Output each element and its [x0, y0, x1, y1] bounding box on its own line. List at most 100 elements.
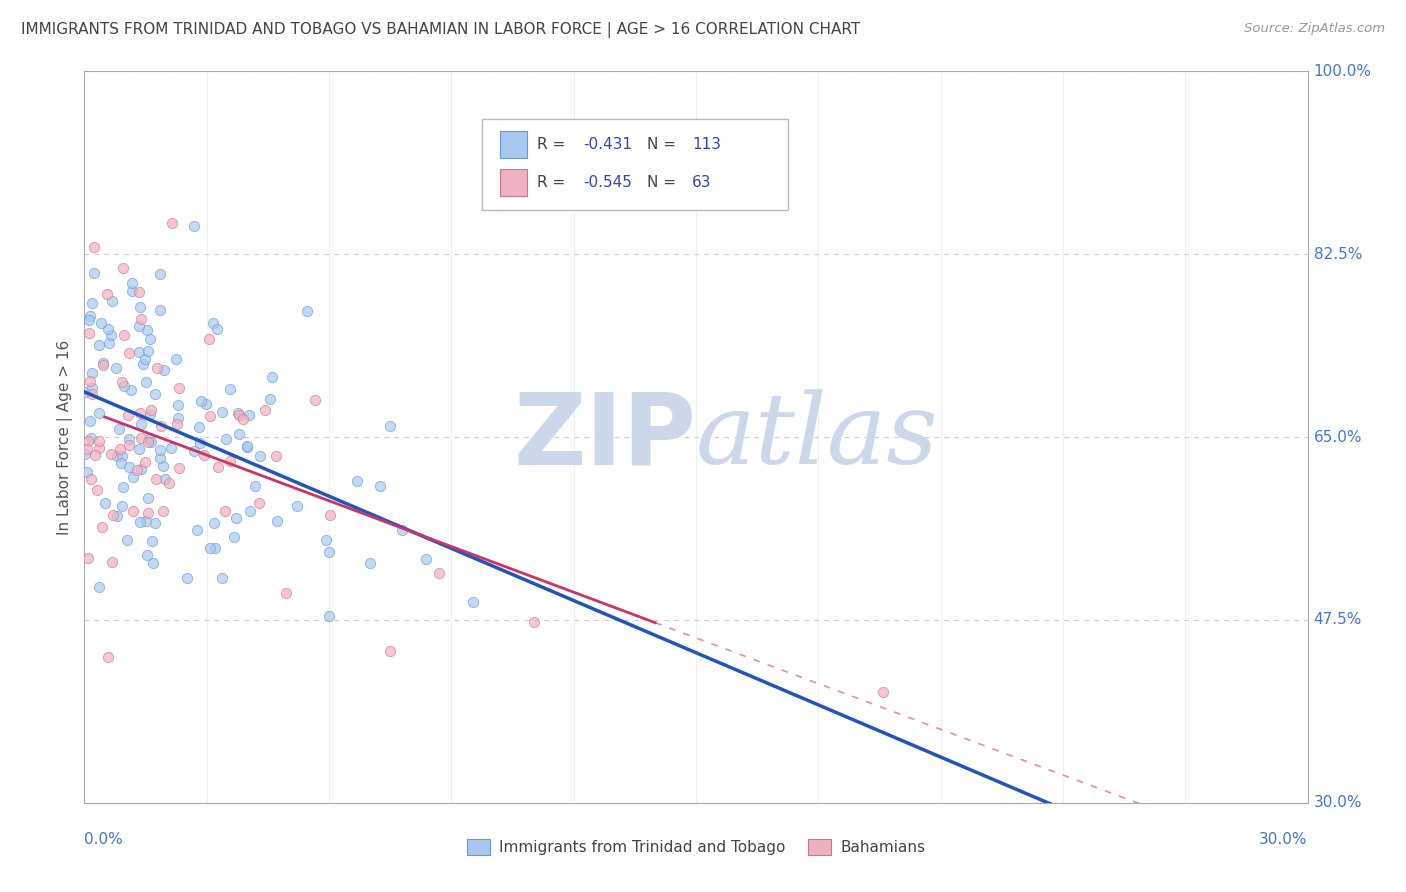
Point — [122, 504, 145, 518]
Text: N =: N = — [647, 175, 681, 190]
Point — [129, 312, 152, 326]
Text: 47.5%: 47.5% — [1313, 613, 1362, 627]
Point — [111, 450, 134, 464]
Point — [187, 419, 209, 434]
Point — [76, 465, 98, 479]
Point — [368, 479, 391, 493]
Point — [77, 312, 100, 326]
FancyBboxPatch shape — [501, 169, 527, 196]
Point — [110, 456, 132, 470]
Point — [118, 346, 141, 360]
Point — [194, 397, 217, 411]
Point — [77, 434, 100, 448]
Point — [239, 504, 262, 518]
Point — [228, 409, 250, 423]
Point — [211, 405, 233, 419]
Point — [127, 463, 149, 477]
Point — [79, 309, 101, 323]
Point — [80, 472, 103, 486]
Point — [139, 403, 162, 417]
Point — [100, 328, 122, 343]
Point — [136, 491, 159, 505]
Point — [87, 434, 110, 448]
Point — [83, 448, 105, 462]
Point — [136, 344, 159, 359]
Point — [247, 496, 270, 510]
Point — [202, 317, 225, 331]
Point — [129, 417, 152, 431]
Point — [139, 434, 162, 449]
Point — [266, 514, 288, 528]
Point — [143, 387, 166, 401]
Point — [97, 335, 120, 350]
Point — [200, 541, 222, 555]
Text: 100.0%: 100.0% — [1313, 64, 1372, 78]
Point — [100, 294, 122, 309]
Point — [318, 545, 340, 559]
Point — [346, 474, 368, 488]
Point — [131, 431, 153, 445]
Point — [214, 504, 236, 518]
Point — [143, 516, 166, 530]
Point — [149, 450, 172, 465]
Point — [91, 358, 114, 372]
Y-axis label: In Labor Force | Age > 16: In Labor Force | Age > 16 — [58, 340, 73, 534]
Text: 0.0%: 0.0% — [84, 832, 124, 847]
Point — [105, 361, 128, 376]
Point — [128, 442, 150, 456]
Point — [86, 483, 108, 497]
Point — [77, 326, 100, 340]
Point — [249, 450, 271, 464]
Point — [315, 533, 337, 548]
Point — [238, 408, 260, 422]
Point — [120, 383, 142, 397]
Point — [149, 418, 172, 433]
Point — [80, 381, 103, 395]
Point — [103, 508, 125, 523]
Point — [359, 556, 381, 570]
Point — [118, 438, 141, 452]
Point — [129, 515, 152, 529]
Point — [122, 470, 145, 484]
Text: atlas: atlas — [696, 390, 939, 484]
Point — [79, 374, 101, 388]
Point — [463, 595, 485, 609]
Point — [129, 462, 152, 476]
Point — [211, 570, 233, 584]
Point — [200, 409, 222, 424]
Point — [205, 321, 228, 335]
Point — [82, 296, 104, 310]
Point — [128, 319, 150, 334]
Point — [188, 436, 211, 450]
Point — [253, 402, 276, 417]
Point — [166, 417, 188, 432]
Point — [198, 332, 221, 346]
Point — [378, 419, 401, 434]
Point — [105, 509, 128, 524]
Point — [87, 337, 110, 351]
Point — [160, 217, 183, 231]
Point — [79, 414, 101, 428]
Point — [134, 352, 156, 367]
Point — [149, 442, 172, 457]
Point — [132, 357, 155, 371]
Point — [243, 479, 266, 493]
Point — [111, 375, 134, 389]
Point — [117, 408, 139, 422]
Point — [872, 685, 894, 699]
Point — [111, 499, 134, 513]
Point — [318, 609, 340, 624]
Point — [259, 392, 281, 407]
Point — [153, 363, 176, 377]
Point — [378, 644, 401, 658]
Point — [228, 426, 250, 441]
Point — [118, 459, 141, 474]
Point — [427, 566, 450, 580]
Point — [128, 406, 150, 420]
Point — [167, 460, 190, 475]
Point — [80, 387, 103, 401]
Point — [117, 533, 139, 548]
Point — [121, 277, 143, 291]
Point — [83, 240, 105, 254]
Point — [112, 327, 135, 342]
